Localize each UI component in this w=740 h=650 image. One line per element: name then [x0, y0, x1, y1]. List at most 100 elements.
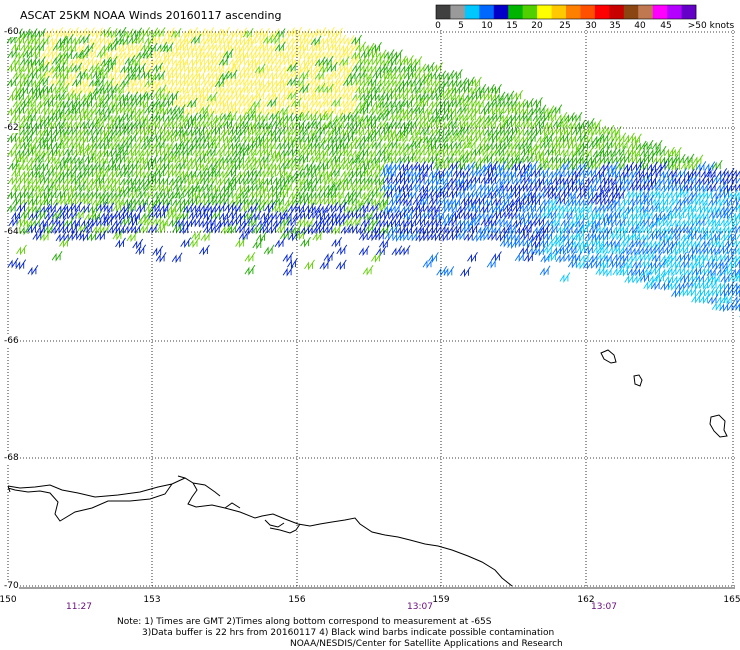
wind-barb — [52, 69, 63, 80]
wind-barb — [135, 105, 147, 117]
wind-barb — [488, 104, 499, 116]
wind-barb — [19, 70, 31, 82]
wind-barb — [130, 111, 142, 123]
wind-barb — [590, 217, 602, 229]
wind-barb — [558, 117, 570, 129]
wind-barb — [451, 196, 462, 208]
longitude-label: 162 — [577, 595, 595, 605]
wind-barb — [115, 209, 126, 221]
wind-barb — [282, 181, 294, 193]
scale-swatch — [450, 5, 466, 19]
wind-barb — [492, 111, 504, 123]
wind-barb — [607, 161, 619, 173]
wind-barb — [736, 177, 740, 186]
wind-barb — [691, 279, 702, 290]
wind-barb — [371, 168, 383, 179]
wind-barb — [416, 133, 427, 144]
wind-barb — [287, 160, 299, 171]
wind-barb — [259, 27, 270, 39]
wind-barb — [207, 117, 218, 129]
wind-barb — [511, 161, 522, 172]
wind-barb — [507, 238, 518, 250]
wind-barb — [598, 243, 610, 255]
wind-barb — [403, 110, 414, 122]
wind-barb — [79, 203, 91, 214]
wind-barb — [714, 238, 726, 249]
wind-barb — [271, 132, 282, 144]
wind-barb — [454, 146, 466, 157]
wind-barb — [532, 97, 543, 108]
wind-barb — [391, 90, 402, 101]
wind-barb — [79, 118, 91, 130]
wind-barb — [207, 33, 218, 45]
wind-barb — [384, 131, 395, 143]
wind-barb — [495, 104, 507, 116]
wind-barb — [478, 146, 490, 157]
wind-barb — [70, 217, 82, 228]
wind-barb — [247, 203, 259, 214]
wind-barb — [95, 189, 107, 201]
wind-barb — [7, 48, 19, 59]
wind-barb — [727, 202, 739, 214]
wind-barb — [22, 47, 34, 59]
wind-barb — [79, 77, 91, 89]
wind-barb — [552, 244, 563, 256]
wind-barb — [508, 196, 520, 208]
wind-barb — [164, 68, 175, 80]
wind-barb — [246, 34, 258, 46]
wind-barb — [630, 245, 642, 257]
wind-barb — [220, 125, 231, 137]
wind-barb — [71, 90, 82, 102]
wind-barb — [195, 41, 207, 53]
wind-barb — [466, 180, 478, 192]
wind-barb — [176, 119, 187, 130]
wind-barb — [175, 48, 187, 60]
wind-barb — [95, 105, 107, 117]
wind-barb — [364, 125, 375, 137]
wind-barb — [163, 152, 175, 164]
wind-barb — [103, 202, 115, 214]
wind-barb — [280, 90, 291, 102]
wind-barb — [7, 189, 18, 200]
wind-barb — [74, 154, 86, 166]
wind-barb — [503, 132, 514, 144]
wind-barb — [200, 231, 212, 242]
wind-barb — [238, 145, 250, 157]
wind-barb — [20, 181, 32, 193]
wind-barb — [67, 97, 79, 109]
wind-barb — [267, 83, 279, 94]
wind-barb — [56, 203, 68, 215]
wind-barb — [559, 244, 570, 255]
wind-barb — [174, 104, 186, 115]
wind-barb — [92, 69, 103, 80]
wind-barb — [255, 175, 266, 186]
wind-barb — [331, 153, 342, 164]
wind-barb — [118, 35, 130, 47]
wind-barb — [416, 215, 427, 227]
scale-label: 30 — [585, 21, 597, 31]
wind-barb — [515, 210, 526, 221]
wind-barb — [728, 271, 740, 283]
wind-barb — [235, 237, 246, 248]
wind-barb — [276, 69, 288, 80]
wind-barb — [351, 160, 363, 172]
wind-barb — [92, 84, 104, 96]
wind-barb — [276, 209, 288, 221]
scale-label: 15 — [506, 21, 518, 31]
wind-barb — [267, 223, 278, 235]
wind-barb — [112, 202, 123, 213]
wind-barb — [112, 49, 124, 61]
wind-barb — [318, 203, 330, 215]
wind-barb — [323, 223, 335, 235]
wind-barb — [523, 97, 534, 109]
wind-barb — [495, 202, 506, 214]
wind-barb — [648, 188, 660, 199]
wind-barb — [83, 181, 95, 193]
wind-barb — [362, 265, 374, 276]
wind-barb — [80, 91, 92, 103]
wind-barb — [638, 244, 650, 256]
footnote-line: Note: 1) Times are GMT 2)Times along bot… — [117, 617, 492, 627]
wind-barb — [215, 33, 227, 45]
wind-barb — [138, 112, 150, 124]
wind-barb — [112, 229, 124, 241]
